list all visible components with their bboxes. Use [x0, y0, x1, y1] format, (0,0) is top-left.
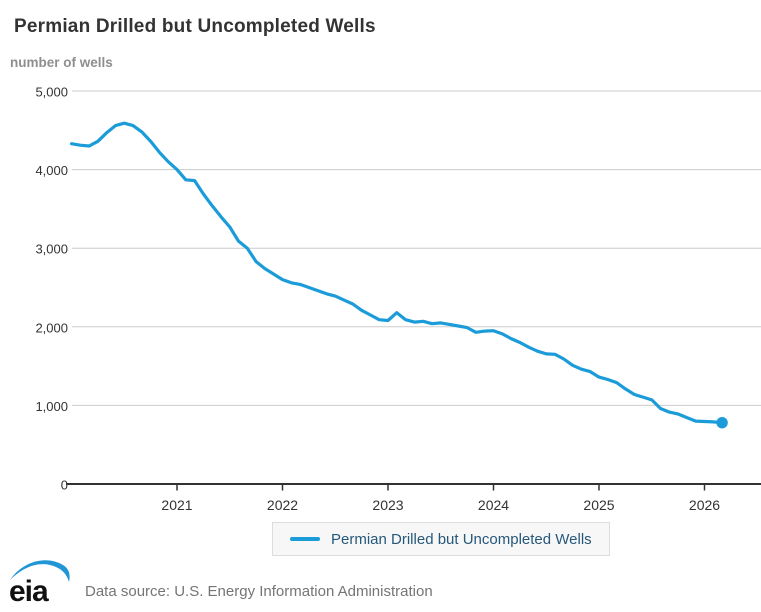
series-line: [69, 121, 724, 425]
x-tick-label: 2025: [583, 497, 614, 513]
y-tick-label: 3,000: [35, 242, 68, 257]
legend: Permian Drilled but Uncompleted Wells: [272, 522, 610, 556]
eia-logo-swoosh-icon: [10, 560, 70, 582]
x-tick-label: 2023: [372, 497, 403, 513]
y-tick-label: 0: [61, 478, 68, 493]
eia-logo-text: eia: [9, 575, 49, 606]
legend-line-swatch: [290, 537, 320, 541]
legend-label[interactable]: Permian Drilled but Uncompleted Wells: [331, 530, 592, 548]
last-point-marker: [716, 416, 728, 429]
x-tick-label: 2022: [267, 497, 298, 513]
data-source-text: Data source: U.S. Energy Information Adm…: [85, 583, 433, 600]
x-tick-label: 2026: [689, 497, 720, 513]
eia-logo[interactable]: eia: [8, 556, 74, 606]
line-chart-plot-area[interactable]: 0 1,000 2,000 3,000 4,000 5,000 2021 2022 2023 20…: [0, 0, 761, 530]
y-tick-label: 4,000: [35, 163, 68, 178]
chart-title: Permian Drilled but Uncompleted Wells: [14, 16, 376, 37]
y-tick-label: 5,000: [35, 85, 68, 100]
x-tick-label: 2024: [478, 497, 509, 513]
y-axis-unit-label: number of wells: [10, 55, 113, 70]
x-tick-label: 2021: [161, 497, 192, 513]
y-tick-label: 2,000: [35, 320, 68, 335]
y-tick-label: 1,000: [35, 399, 68, 414]
